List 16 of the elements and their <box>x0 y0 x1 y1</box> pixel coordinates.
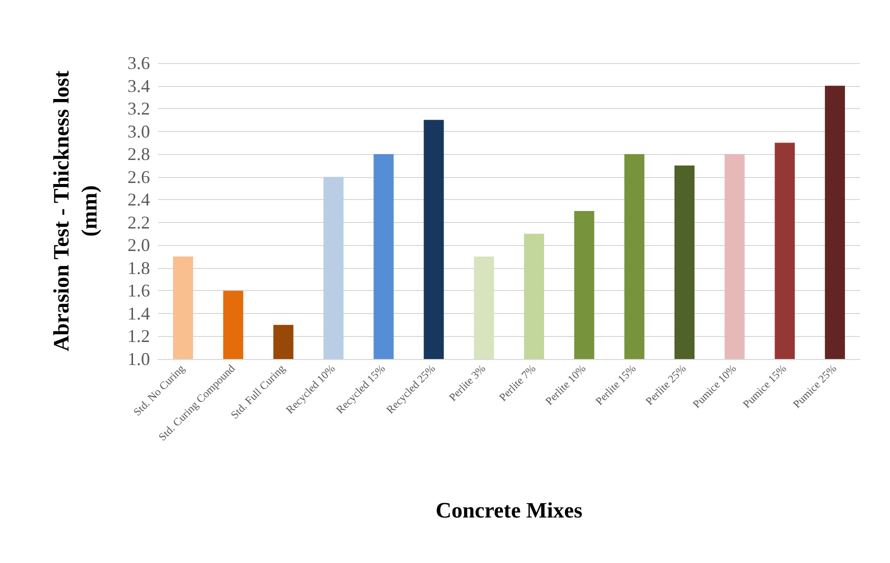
y-tick-label: 3.2 <box>128 98 150 119</box>
y-tick-label: 2.8 <box>128 144 150 164</box>
y-axis-title: Abrasion Test - Thickness lost (mm) <box>48 70 102 352</box>
y-tick-label: 1.8 <box>128 258 150 278</box>
y-tick-label: 1.2 <box>128 326 150 346</box>
y-tick-label: 2.2 <box>128 212 150 232</box>
y-tick-label: 1.6 <box>128 280 150 301</box>
y-tick-label: 3.6 <box>128 53 150 73</box>
y-tick-label: 1.4 <box>128 303 150 324</box>
y-tick-label: 1.0 <box>128 349 150 369</box>
y-tick-label: 2.0 <box>128 235 150 256</box>
y-tick-label: 3.0 <box>128 121 150 142</box>
x-axis-title: Concrete Mixes <box>436 498 583 522</box>
y-tick-label: 2.4 <box>128 190 150 210</box>
y-tick-label: 2.6 <box>128 166 150 187</box>
y-tick-label: 3.4 <box>128 76 150 96</box>
